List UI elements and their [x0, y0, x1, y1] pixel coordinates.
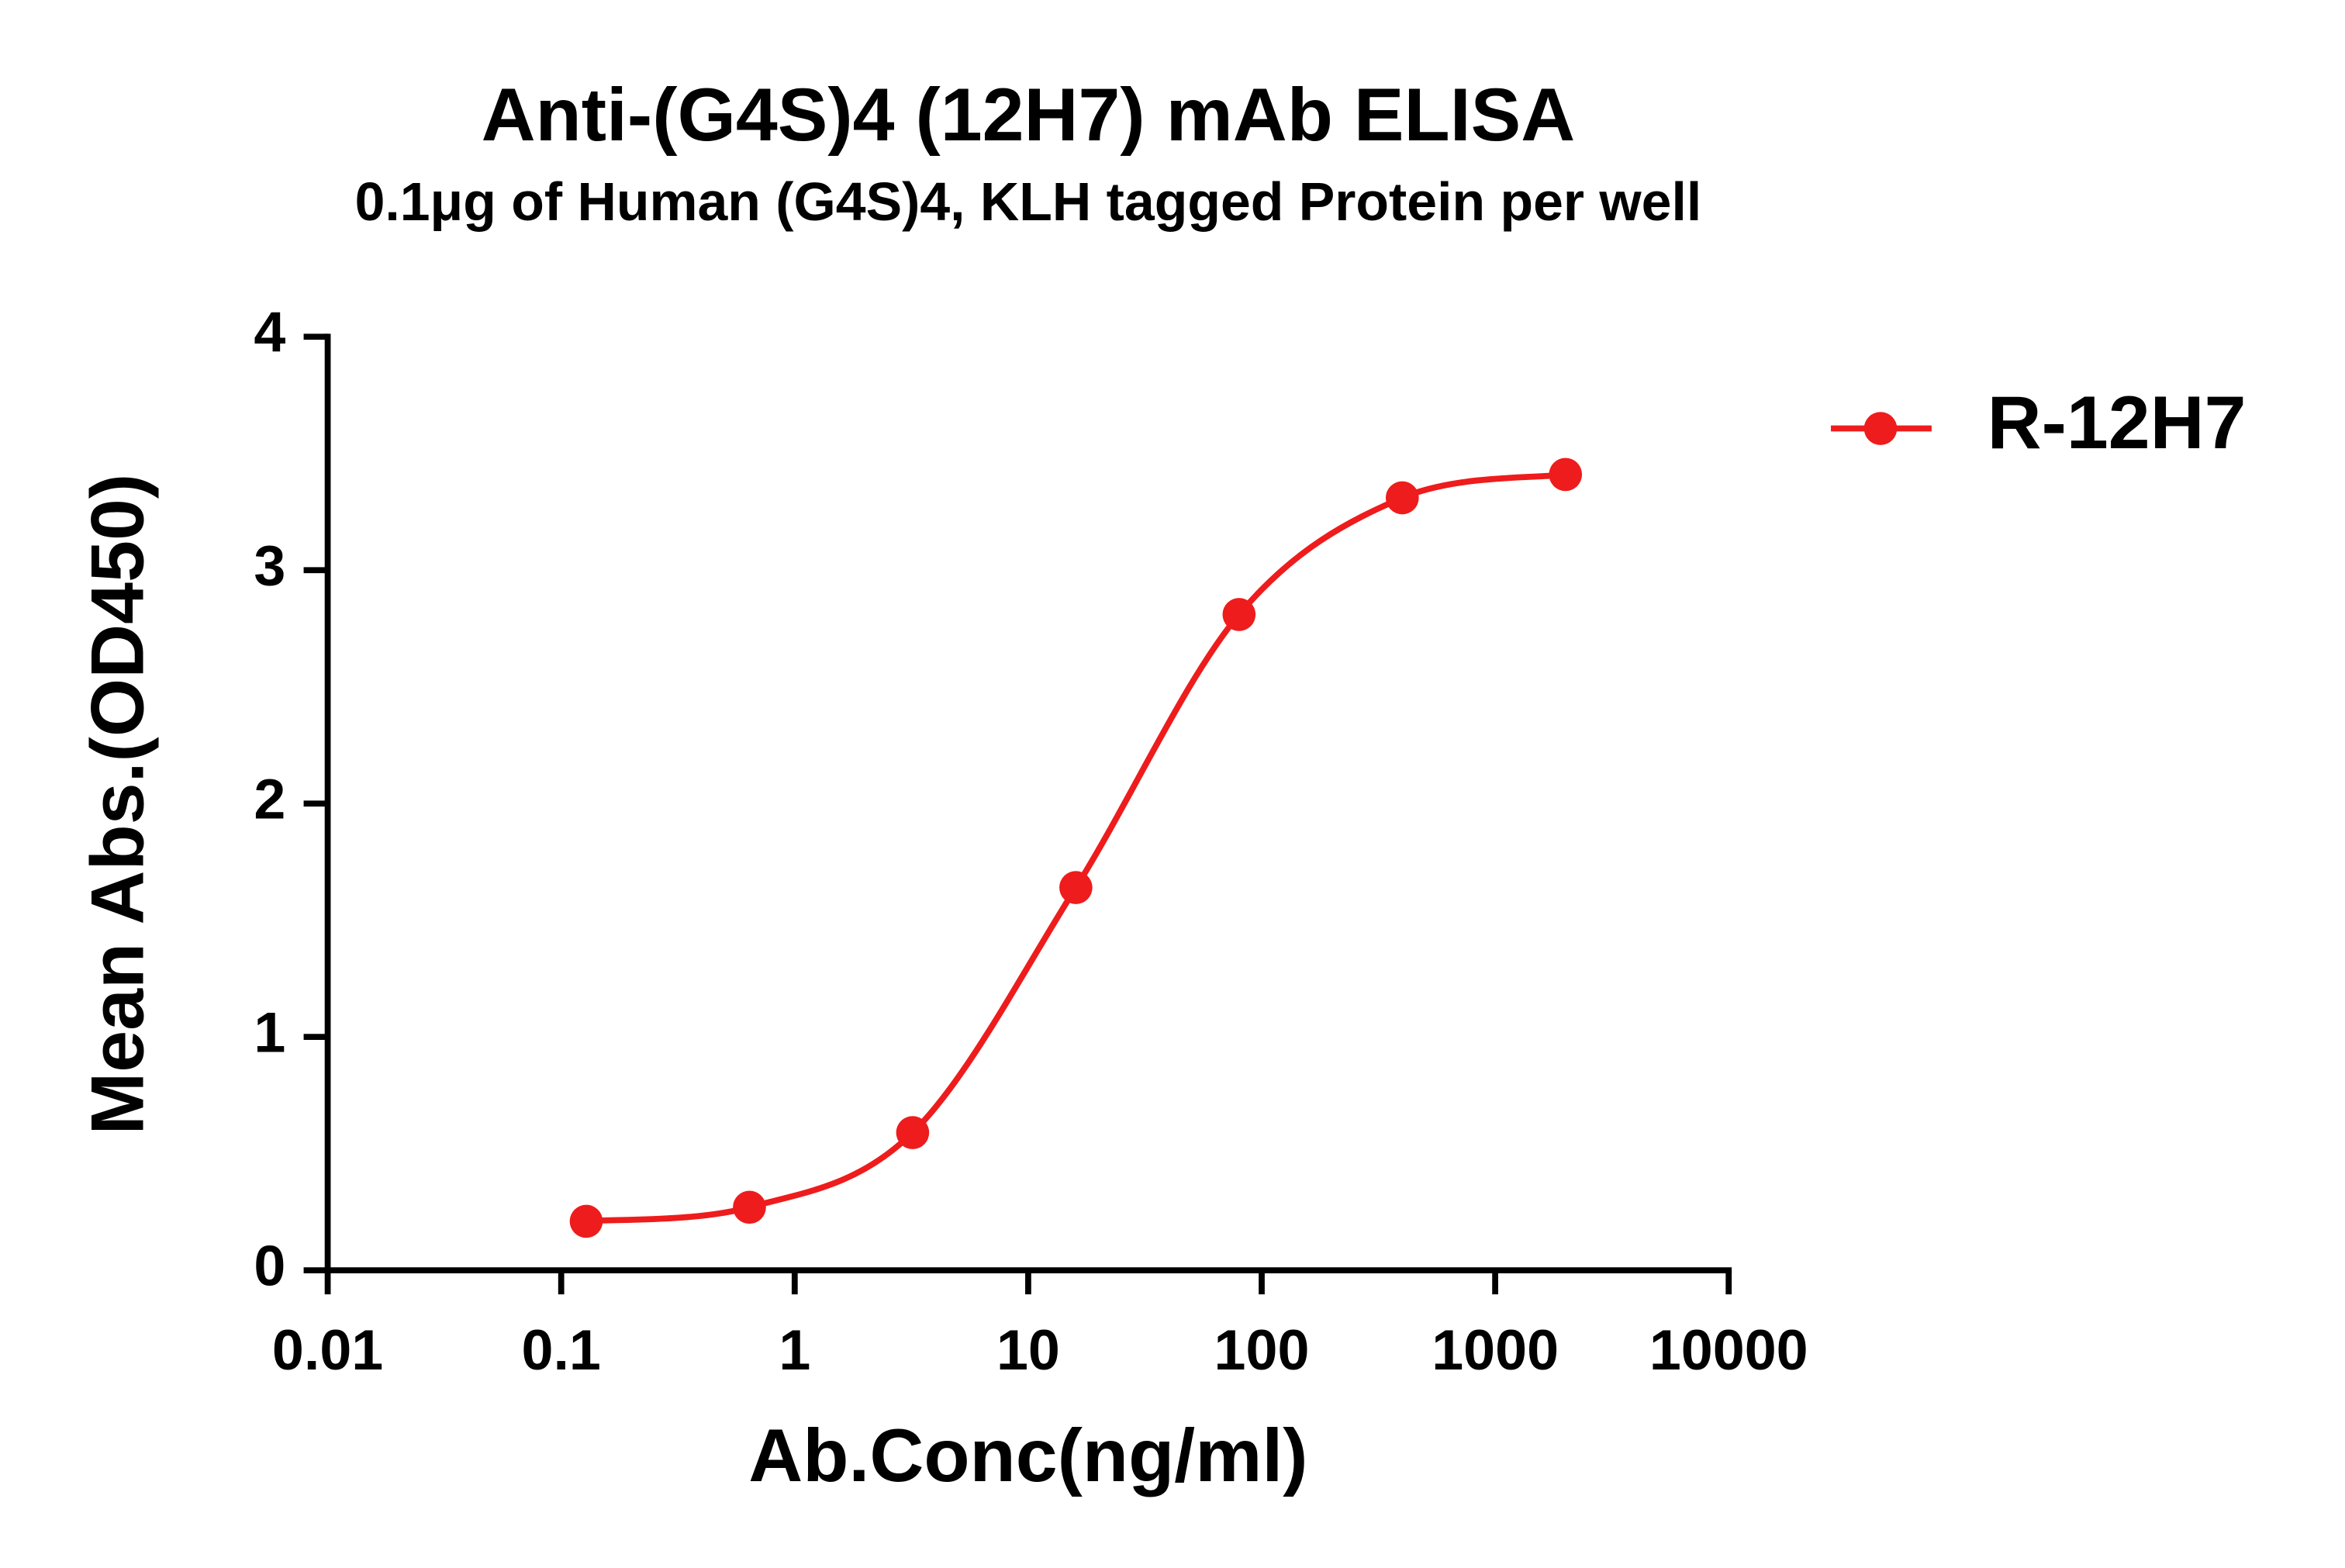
x-tick-label: 10000 — [1649, 1318, 1808, 1382]
y-axis-label: Mean Abs.(OD450) — [75, 474, 160, 1135]
data-point — [1222, 598, 1256, 631]
x-tick-label: 100 — [1214, 1318, 1310, 1382]
chart-title: Anti-(G4S)4 (12H7) mAb ELISA — [482, 72, 1576, 157]
x-tick-label: 0.1 — [521, 1318, 600, 1382]
data-point — [569, 1204, 603, 1238]
y-tick-label: 4 — [254, 300, 285, 364]
x-axis-label: Ab.Conc(ng/ml) — [748, 1413, 1307, 1497]
x-tick-label: 10 — [996, 1318, 1060, 1382]
y-tick-label: 1 — [254, 1000, 285, 1065]
data-point — [1059, 871, 1093, 904]
chart-subtitle: 0.1μg of Human (G4S)4, KLH tagged Protei… — [355, 171, 1702, 232]
data-point — [733, 1190, 766, 1224]
series-line — [585, 471, 1566, 1224]
data-point — [896, 1116, 930, 1149]
y-tick-label: 0 — [254, 1234, 285, 1298]
legend-label: R-12H7 — [1988, 380, 2247, 465]
y-tick-label: 2 — [254, 767, 285, 831]
data-point — [1385, 481, 1419, 515]
x-tick-label: 0.01 — [272, 1318, 383, 1382]
x-tick-label: 1000 — [1432, 1318, 1559, 1382]
y-tick-label: 3 — [254, 534, 285, 598]
data-point — [1549, 458, 1583, 492]
legend-marker — [1863, 412, 1898, 445]
x-tick-label: 1 — [779, 1318, 810, 1382]
